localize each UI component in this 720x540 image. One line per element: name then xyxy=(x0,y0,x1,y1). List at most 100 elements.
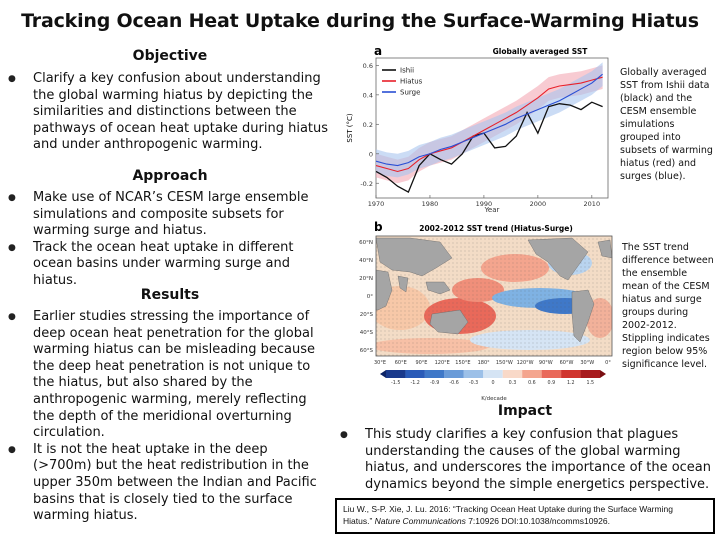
legend-label: Hiatus xyxy=(400,78,423,86)
impact-list: This study clarifies a key confusion tha… xyxy=(340,427,712,493)
colorbar-max-arrow xyxy=(600,370,606,378)
latitude-label: 60°S xyxy=(360,348,374,354)
y-tick-label: 0.6 xyxy=(363,62,373,70)
results-bullet: Earlier studies stressing the importance… xyxy=(8,309,330,442)
colorbar-tick-label: 0.9 xyxy=(548,380,556,386)
longitude-label: 60°E xyxy=(395,360,407,366)
south-america-landmass xyxy=(571,289,595,343)
figure-b-map-frame xyxy=(375,235,613,357)
figure-a-title: Globally averaged SST xyxy=(493,47,589,56)
objective-list: Clarify a key confusion about understand… xyxy=(8,71,330,154)
citation-journal: Nature Communications xyxy=(374,516,466,526)
colorbar-tick-label: 0.6 xyxy=(528,380,536,386)
north-america-landmass xyxy=(527,237,589,281)
impact-heading: Impact xyxy=(497,403,553,419)
colorbar-segment xyxy=(463,370,484,378)
y-tick-label: 0.4 xyxy=(363,91,373,99)
latitude-label: 60°N xyxy=(359,240,373,246)
colorbar-segment xyxy=(502,370,523,378)
colorbar-segment xyxy=(424,370,445,378)
citation-prefix: Hiatus.” xyxy=(343,516,375,526)
latitude-label: 40°N xyxy=(359,258,373,264)
latitude-label: 20°S xyxy=(360,312,374,318)
approach-heading: Approach xyxy=(132,168,208,184)
colorbar-segment xyxy=(561,370,581,378)
results-list: Earlier studies stressing the importance… xyxy=(8,309,330,525)
colorbar-segment xyxy=(522,370,542,378)
colorbar-tick-label: 1.2 xyxy=(567,380,575,386)
x-tick-label: 1970 xyxy=(368,200,385,208)
page-title: Tracking Ocean Heat Uptake during the Su… xyxy=(21,10,699,32)
citation-line-2: Hiatus.” Nature Communications 7:10926 D… xyxy=(343,515,707,527)
longitude-label: 150°W xyxy=(496,360,513,366)
surge-spread-band xyxy=(376,62,603,178)
longitude-label: 120°E xyxy=(435,360,450,366)
figure-a-panel-label: a xyxy=(374,44,382,58)
longitude-label: 180° xyxy=(478,360,491,366)
longitude-label: 150°E xyxy=(455,360,470,366)
citation-box: Liu W., S-P. Xie, J. Lu. 2016: “Tracking… xyxy=(335,498,715,534)
eurasia-landmass xyxy=(375,237,453,277)
legend-label: Ishii xyxy=(400,67,414,75)
colorbar-segment xyxy=(541,370,562,378)
longitude-label: 120°W xyxy=(517,360,534,366)
colorbar-tick-label: -0.6 xyxy=(449,380,458,386)
figure-b-title: 2002-2012 SST trend (Hiatus-Surge) xyxy=(419,224,573,233)
approach-bullet: Track the ocean heat uptake in different… xyxy=(8,240,330,290)
y-tick-label: 0.2 xyxy=(363,121,373,129)
latitude-label: 0° xyxy=(367,294,373,300)
latitude-label: 40°S xyxy=(360,330,374,336)
colorbar-segment xyxy=(444,370,464,378)
colorbar-tick-label: -1.5 xyxy=(391,380,400,386)
y-tick-label: 0 xyxy=(369,150,373,158)
india-landmass xyxy=(397,275,409,293)
objective-bullet: Clarify a key confusion about understand… xyxy=(8,71,330,154)
approach-list: Make use of NCAR’s CESM large ensemble s… xyxy=(8,190,330,290)
figure-a-ylabel: SST (°C) xyxy=(346,113,354,143)
colorbar-tick-label: -1.2 xyxy=(410,380,419,386)
latitude-label: 20°N xyxy=(359,276,373,282)
legend-label: Surge xyxy=(400,89,420,97)
colorbar-segment xyxy=(483,370,503,378)
colorbar-tick-label: -0.3 xyxy=(469,380,478,386)
longitude-label: 0° xyxy=(605,360,611,366)
maritime-continent-landmass xyxy=(425,281,451,295)
x-tick-label: 1980 xyxy=(422,200,439,208)
results-heading: Results xyxy=(140,287,200,303)
impact-bullet: This study clarifies a key confusion tha… xyxy=(340,427,712,493)
y-tick-label: -0.2 xyxy=(360,180,373,188)
colorbar-tick-label: -0.9 xyxy=(430,380,439,386)
figure-a-xlabel: Year xyxy=(484,206,500,214)
citation-line-1: Liu W., S-P. Xie, J. Lu. 2016: “Tracking… xyxy=(343,504,673,514)
colorbar-min-arrow xyxy=(380,370,386,378)
longitude-label: 30°E xyxy=(374,360,386,366)
ishii-series-line xyxy=(375,101,603,194)
colorbar-tick-label: 0 xyxy=(491,380,494,386)
results-bullet: It is not the heat uptake in the deep (>… xyxy=(8,442,330,525)
australia-landmass xyxy=(429,309,469,335)
figure-a-caption: Globally averaged SST from Ishii data (b… xyxy=(620,67,713,182)
objective-heading: Objective xyxy=(132,48,208,64)
figure-a-sst-timeseries: a Globally averaged SST 0.6 0.4 0.2 0 -0.2 1… xyxy=(346,44,609,214)
longitude-label: 30°W xyxy=(580,360,594,366)
x-tick-label: 1990 xyxy=(476,200,493,208)
continents xyxy=(375,237,613,343)
x-tick-label: 2010 xyxy=(584,200,601,208)
colorbar-tick-label: 1.5 xyxy=(586,380,594,386)
colorbar-tick-label: 0.3 xyxy=(509,380,517,386)
citation-suffix: 7:10926 DOI:10.1038/ncomms10926. xyxy=(465,516,610,526)
figure-b-sst-trend-map: b 2002-2012 SST trend (Hiatus-Surge) 60°… xyxy=(359,220,613,402)
surge-series-line xyxy=(375,73,603,167)
longitude-label: 90°E xyxy=(415,360,427,366)
longitude-label: 60°W xyxy=(560,360,574,366)
figure-b-panel-label: b xyxy=(374,220,383,234)
colorbar-segment xyxy=(405,370,425,378)
colorbar-segment xyxy=(386,370,406,378)
approach-bullet: Make use of NCAR’s CESM large ensemble s… xyxy=(8,190,330,240)
longitude-label: 90°W xyxy=(539,360,553,366)
x-tick-label: 2000 xyxy=(530,200,547,208)
colorbar-segment xyxy=(580,370,600,378)
figure-b-caption: The SST trend difference between the ens… xyxy=(622,242,714,370)
colorbar-unit: K/decade xyxy=(481,396,507,402)
hiatus-series-line xyxy=(375,76,603,173)
